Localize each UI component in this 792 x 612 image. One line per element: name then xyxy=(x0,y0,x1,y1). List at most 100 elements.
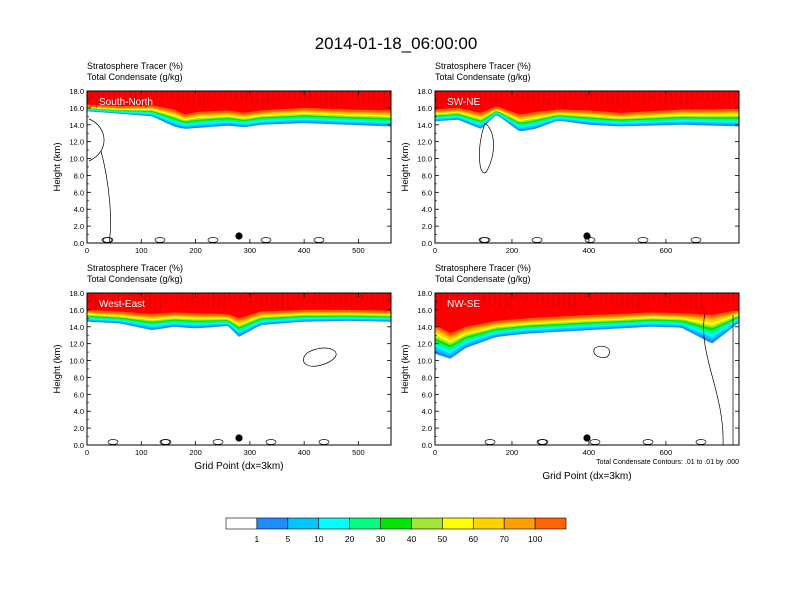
tracer-streak xyxy=(659,91,661,102)
tracer-streak xyxy=(308,293,310,302)
condensate-contour xyxy=(703,312,724,445)
tracer-streak xyxy=(547,293,549,305)
tracer-streak xyxy=(500,91,502,108)
tracer-streak xyxy=(175,293,178,301)
y-tick-label: 8.0 xyxy=(422,373,432,382)
tracer-streak xyxy=(638,91,640,98)
tracer-level-max xyxy=(435,91,739,115)
tracer-streak xyxy=(154,293,156,309)
tracer-streak xyxy=(350,293,353,310)
tracer-streak xyxy=(99,293,102,308)
tracer-streak xyxy=(382,293,384,304)
tracer-streak xyxy=(366,293,368,301)
tracer-streak xyxy=(87,91,89,97)
tracer-streak xyxy=(686,91,688,107)
tracer-streak xyxy=(679,293,682,306)
tracer-streak xyxy=(145,91,147,108)
y-axis-label: Height (km) xyxy=(400,344,411,393)
tracer-streak xyxy=(542,293,544,304)
tracer-streak xyxy=(490,91,492,106)
tracer-streak xyxy=(495,91,497,107)
tracer-streak xyxy=(436,293,438,308)
tracer-streak xyxy=(329,293,331,306)
x-tick-label: 200 xyxy=(506,246,519,255)
tracer-streak xyxy=(605,293,607,304)
tracer-streak xyxy=(122,293,125,303)
tracer-streak xyxy=(536,293,539,303)
colorbar-label: 1 xyxy=(255,534,260,544)
tracer-streak xyxy=(144,293,146,307)
tracer-streak xyxy=(595,293,597,302)
tracer-streak xyxy=(362,91,364,101)
tracer-streak xyxy=(626,293,629,308)
x-tick-label: 200 xyxy=(189,246,202,255)
tracer-streak xyxy=(133,293,135,305)
tracer-streak xyxy=(117,293,119,302)
y-tick-label: 14.0 xyxy=(69,121,84,130)
tracer-streak xyxy=(320,91,322,105)
panel-var1-label: Stratosphere Tracer (%) xyxy=(87,61,183,71)
y-tick-label: 10.0 xyxy=(417,155,432,164)
tracer-streak xyxy=(134,91,137,106)
y-tick-label: 18.0 xyxy=(417,87,432,96)
y-tick-label: 0.0 xyxy=(422,441,432,450)
condensate-contour xyxy=(303,347,337,367)
y-tick-label: 18.0 xyxy=(69,289,84,298)
tracer-streak xyxy=(129,91,131,105)
y-tick-label: 14.0 xyxy=(417,323,432,332)
colorbar-box xyxy=(503,517,536,530)
tracer-streak xyxy=(214,91,216,97)
tracer-streak xyxy=(165,293,167,299)
x-tick-label: 600 xyxy=(660,246,673,255)
tracer-streak xyxy=(325,91,327,106)
tracer-streak xyxy=(265,293,268,306)
panel-var1-label: Stratosphere Tracer (%) xyxy=(87,263,183,273)
y-tick-label: 2.0 xyxy=(74,222,84,231)
tracer-streak xyxy=(108,91,110,101)
x-tick-label: 0 xyxy=(433,448,437,457)
panel-var2-label: Total Condensate (g/kg) xyxy=(435,274,531,284)
tracer-streak xyxy=(367,91,370,102)
tracer-streak xyxy=(218,293,220,309)
tracer-streak xyxy=(219,91,221,98)
tracer-streak xyxy=(246,91,248,103)
tracer-streak xyxy=(371,293,374,302)
tracer-streak xyxy=(584,293,586,300)
x-tick-label: 0 xyxy=(85,448,89,457)
colorbar-box xyxy=(287,517,320,530)
tracer-streak xyxy=(292,293,294,299)
tracer-field xyxy=(435,91,739,243)
tracer-streak xyxy=(203,91,205,107)
condensate-contour xyxy=(100,150,111,243)
tracer-streak xyxy=(341,91,343,97)
y-axis-label: Height (km) xyxy=(52,142,63,191)
tracer-streak xyxy=(330,91,333,107)
condensate-contour xyxy=(479,122,494,174)
tracer-streak xyxy=(722,293,724,302)
tracer-streak xyxy=(648,293,650,300)
tracer-streak xyxy=(256,91,258,105)
tracer-streak xyxy=(685,293,687,307)
tracer-streak xyxy=(193,91,195,105)
tracer-streak xyxy=(445,91,448,107)
tracer-streak xyxy=(589,293,592,301)
y-tick-label: 4.0 xyxy=(74,205,84,214)
tracer-streak xyxy=(527,91,529,101)
tracer-streak xyxy=(543,91,545,104)
colorbar-box xyxy=(225,517,258,530)
colorbar-label: 20 xyxy=(345,534,355,544)
condensate-footnote: Total Condensate Contours: .01 to .01 by… xyxy=(596,459,739,466)
tracer-streak xyxy=(155,91,158,98)
y-tick-label: 12.0 xyxy=(69,138,84,147)
condensate-contour xyxy=(88,118,105,162)
tracer-streak xyxy=(124,91,126,104)
y-tick-label: 6.0 xyxy=(422,188,432,197)
tracer-streak xyxy=(112,293,114,301)
tracer-streak xyxy=(97,91,99,99)
tracer-streak xyxy=(240,91,243,102)
colorbar-box xyxy=(472,517,505,530)
tracer-streak xyxy=(106,293,109,300)
panel-south-north: Stratosphere Tracer (%)Total Condensate … xyxy=(52,61,392,255)
y-tick-label: 12.0 xyxy=(69,340,84,349)
y-tick-label: 10.0 xyxy=(69,155,84,164)
